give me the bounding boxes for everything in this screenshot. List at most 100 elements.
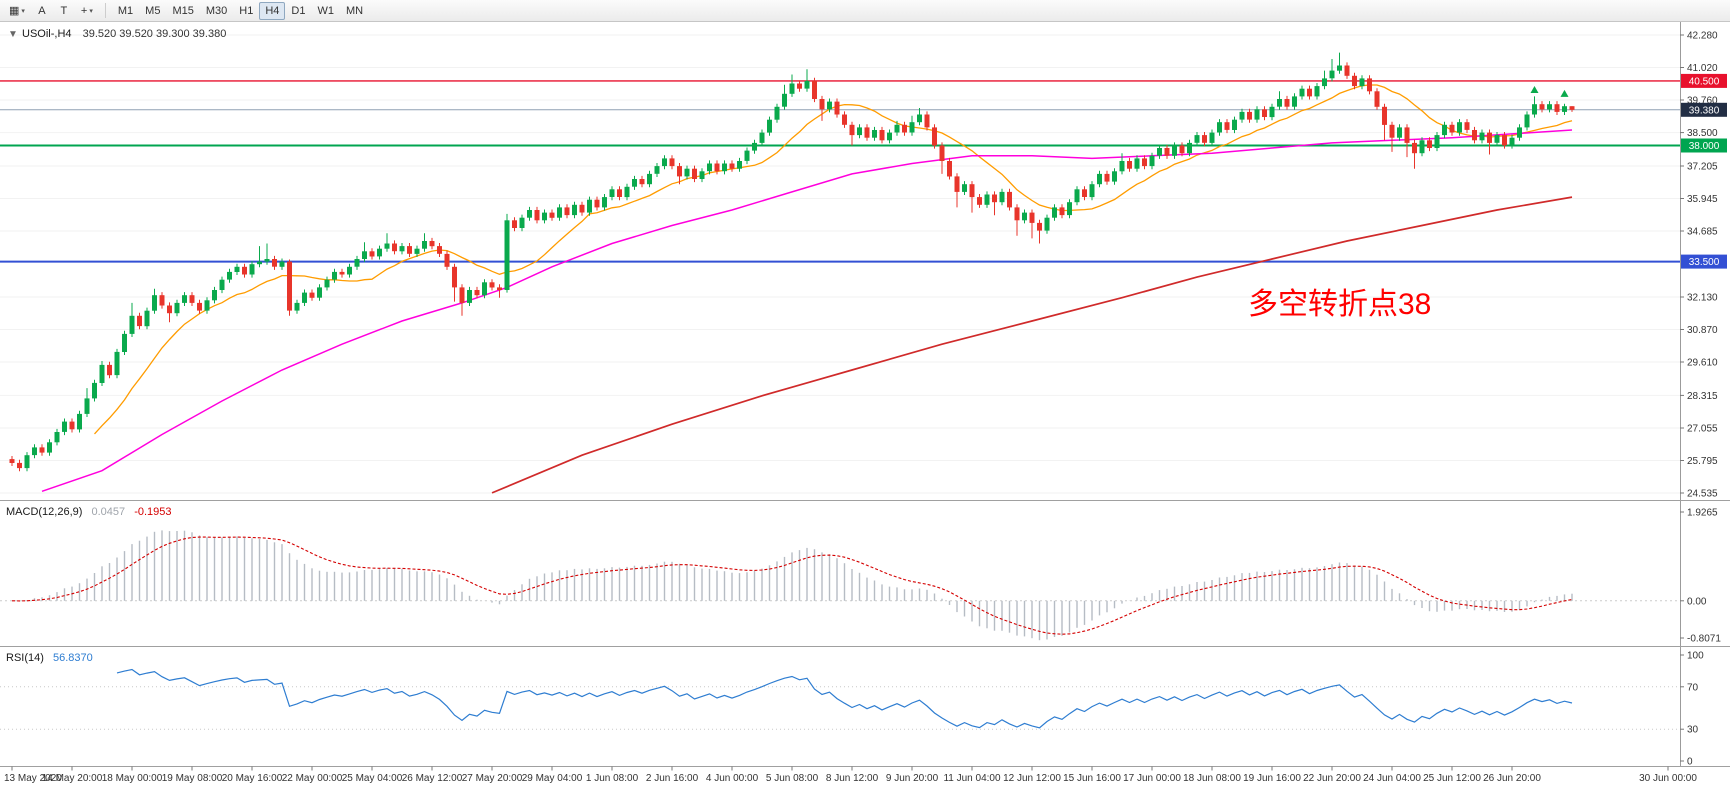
price-axis-label: 32.130 [1687,293,1718,304]
up-arrow-marker[interactable] [1560,89,1569,97]
time-axis-label: 2 Jun 16:00 [646,773,699,784]
macd-indicator-label: MACD(12,26,9) [6,506,82,518]
arrow-tool-icon[interactable]: A [31,2,53,20]
timeframe-toolbar: M1 M5 M15 M30 H1 H4 D1 W1 MN [112,1,369,20]
svg-text:MACD(12,26,9) 0.0457 -: MACD(12,26,9) 0.0457 -0.1953 [6,506,172,518]
price-badge-label: 39.380 [1689,105,1720,116]
price-axis-label: 27.055 [1687,424,1718,435]
toolbar-separator [104,3,106,18]
time-axis-label: 14 May 20:00 [42,773,103,784]
moving-average-lines [41,84,1573,494]
price-axis-label: 28.315 [1687,391,1718,402]
price-axis-label: 37.205 [1687,162,1718,173]
time-axis-label: 9 Jun 20:00 [886,773,939,784]
time-axis-label: 20 May 16:00 [222,773,283,784]
rsi-axis-label: 0 [1687,757,1693,768]
chart-render-root: 42.280 41.020 39.760 38.500 37.205 35.945 34.6… [0,22,1730,784]
dropdown-caret-icon: ▾ [21,7,25,15]
price-axis-label: 34.685 [1687,227,1718,238]
price-badge-label: 40.500 [1689,76,1720,87]
indicator-panes [0,530,1680,730]
chart-canvas[interactable]: 42.280 41.020 39.760 38.500 37.205 35.945 34.6… [0,22,1730,792]
timeframe-button-m5[interactable]: M5 [139,2,166,20]
time-axis-label: 27 May 20:00 [462,773,523,784]
timeframe-button-mn[interactable]: MN [340,2,369,20]
ma_slow-line [491,196,1573,494]
timeframe-button-m30[interactable]: M30 [200,2,233,20]
time-axis-label: 18 May 00:00 [102,773,163,784]
axes: 42.280 41.020 39.760 38.500 37.205 35.945 34.6… [0,22,1730,784]
up-arrow-marker[interactable] [1530,85,1539,93]
macd-main-value: 0.0457 [91,506,125,518]
time-axis-label: 1 Jun 08:00 [586,773,639,784]
time-axis-label: 26 May 12:00 [402,773,463,784]
rsi-axis-label: 100 [1687,651,1704,662]
rsi-indicator-label: RSI(14) [6,652,44,664]
dropdown-caret-icon: ▾ [89,7,93,15]
chart-annotation-text[interactable]: 多空转折点38 [1248,288,1431,321]
time-axis-label: 19 May 08:00 [162,773,223,784]
time-axis-label: 19 Jun 16:00 [1243,773,1301,784]
time-axis-label: 25 May 04:00 [342,773,403,784]
rsi-line [116,668,1573,729]
time-axis-label: 24 Jun 04:00 [1363,773,1421,784]
chart-symbol-title: USOil-,H4 [22,28,72,40]
timeframe-button-h1[interactable]: H1 [233,2,259,20]
time-axis-label: 18 Jun 08:00 [1183,773,1241,784]
toolbar: ▦ ▾ A T + ▾ M1 M5 M15 M30 H1 H4 D1 W1 MN [0,0,1730,22]
ma_mid-line [41,129,1573,493]
time-axis-label: 22 Jun 20:00 [1303,773,1361,784]
chart-collapse-icon[interactable]: ▼ [8,29,18,40]
price-axis-label: 39.760 [1687,96,1718,107]
timeframe-button-h4[interactable]: H4 [259,1,286,20]
time-axis-label: 22 May 00:00 [282,773,343,784]
time-axis-label: 30 Jun 00:00 [1639,773,1697,784]
price-axis-label: 41.020 [1687,63,1718,74]
time-axis-label: 17 Jun 00:00 [1123,773,1181,784]
ma-fast-line [94,84,1573,435]
price-axis-label: 29.610 [1687,358,1718,369]
price-badge [1681,73,1727,88]
time-axis-label: 15 Jun 16:00 [1063,773,1121,784]
time-axis-label: 5 Jun 08:00 [766,773,819,784]
timeframe-button-w1[interactable]: W1 [311,2,340,20]
price-axis-label: 30.870 [1687,325,1718,336]
time-axis-label: 4 Jun 00:00 [706,773,759,784]
rsi-axis-label: 70 [1687,682,1699,693]
price-axis-label: 42.280 [1687,31,1718,42]
horizontal-price-lines[interactable] [0,80,1680,263]
time-axis-label: 11 Jun 04:00 [943,773,1001,784]
macd-signal-value: -0.1953 [134,506,171,518]
price-badge [1681,254,1727,269]
chart-ohlc-values: 39.520 39.520 39.300 39.380 [83,28,227,40]
time-axis-label: 29 May 04:00 [522,773,583,784]
price-axis-label: 38.500 [1687,128,1718,139]
time-axis-label: 13 May 2020 [4,773,62,784]
rsi-value: 56.8370 [53,652,93,664]
crosshair-tool-icon[interactable]: + ▾ [75,2,99,20]
time-axis-label: 12 Jun 12:00 [1003,773,1061,784]
macd-axis-label: 0.00 [1687,596,1707,607]
time-axis-label: 8 Jun 12:00 [826,773,879,784]
svg-text:RSI(14) 56.8370: RSI(14) 56.8370 [6,652,93,664]
timeframe-button-d1[interactable]: D1 [285,2,311,20]
price-axis-label: 35.945 [1687,194,1718,205]
gridlines [0,34,1680,494]
price-badge-label: 38.000 [1689,141,1720,152]
rsi-axis-label: 30 [1687,725,1699,736]
candles [9,52,1575,472]
macd-axis-label: -0.8071 [1687,634,1721,645]
toolbar-icon-group: ▦ ▾ A T + ▾ [3,2,99,20]
price-axis-label: 24.535 [1687,489,1718,500]
text-tool-icon[interactable]: T [53,2,75,20]
charts-grid-icon[interactable]: ▦ ▾ [3,2,31,20]
time-axis-label: 25 Jun 12:00 [1423,773,1481,784]
macd-axis-label: 1.9265 [1687,508,1718,519]
price-badge [1681,138,1727,153]
svg-text:USOil-,H4 39.520 39.520 39: USOil-,H4 39.520 39.520 39.300 39.380 [22,28,226,40]
price-badge [1681,102,1727,117]
price-badge-label: 33.500 [1689,257,1720,268]
timeframe-button-m15[interactable]: M15 [166,2,199,20]
price-axis-label: 25.795 [1687,456,1718,467]
timeframe-button-m1[interactable]: M1 [112,2,139,20]
